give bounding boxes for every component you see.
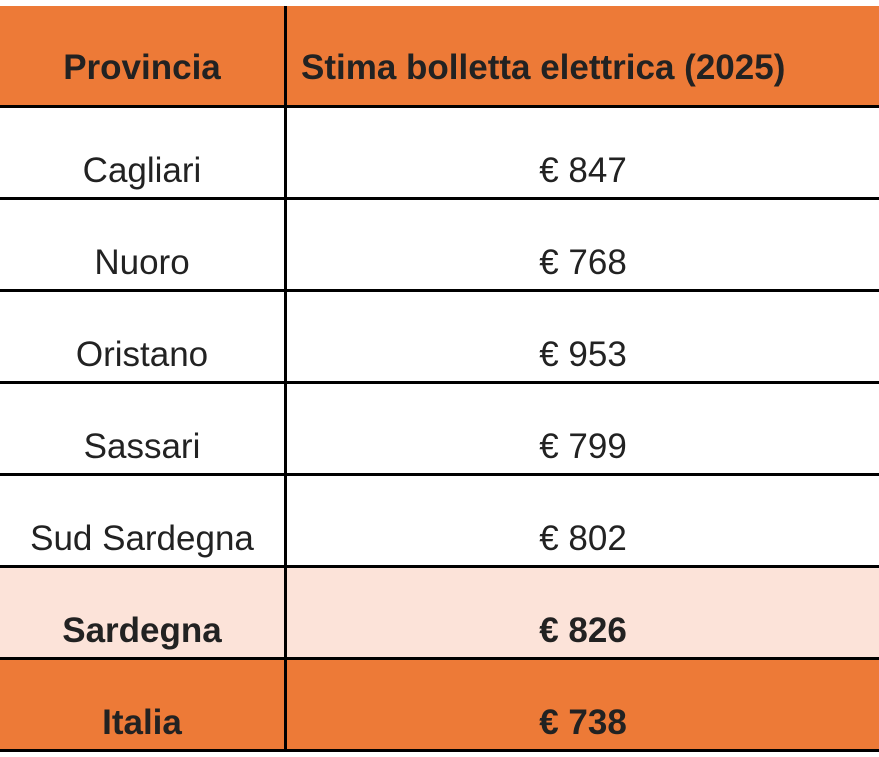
table-header-row: Provincia Stima bolletta elettrica (2025… bbox=[0, 6, 879, 108]
table-row: Sassari € 799 bbox=[0, 384, 879, 476]
stima-cell: € 953 bbox=[539, 335, 627, 374]
table-row: Nuoro € 768 bbox=[0, 200, 879, 292]
provincia-cell: Oristano bbox=[0, 292, 287, 381]
provincia-cell: Sud Sardegna bbox=[0, 476, 287, 565]
table-row: Cagliari € 847 bbox=[0, 108, 879, 200]
national-stima-cell: € 738 bbox=[539, 703, 627, 742]
regional-total-row: Sardegna € 826 bbox=[0, 568, 879, 660]
stima-cell: € 768 bbox=[539, 243, 627, 282]
provincia-cell: Cagliari bbox=[0, 108, 287, 197]
electricity-bill-table: Provincia Stima bolletta elettrica (2025… bbox=[0, 6, 879, 752]
region-name-cell: Sardegna bbox=[0, 568, 287, 657]
stima-cell: € 799 bbox=[539, 427, 627, 466]
stima-cell: € 802 bbox=[539, 519, 627, 558]
header-provincia: Provincia bbox=[0, 6, 287, 105]
region-stima-cell: € 826 bbox=[539, 611, 627, 650]
national-name-cell: Italia bbox=[0, 660, 287, 749]
provincia-cell: Sassari bbox=[0, 384, 287, 473]
national-total-row: Italia € 738 bbox=[0, 660, 879, 752]
table-row: Sud Sardegna € 802 bbox=[0, 476, 879, 568]
stima-cell: € 847 bbox=[539, 151, 627, 190]
header-stima-bolletta: Stima bolletta elettrica (2025) bbox=[301, 47, 786, 87]
provincia-cell: Nuoro bbox=[0, 200, 287, 289]
table-row: Oristano € 953 bbox=[0, 292, 879, 384]
